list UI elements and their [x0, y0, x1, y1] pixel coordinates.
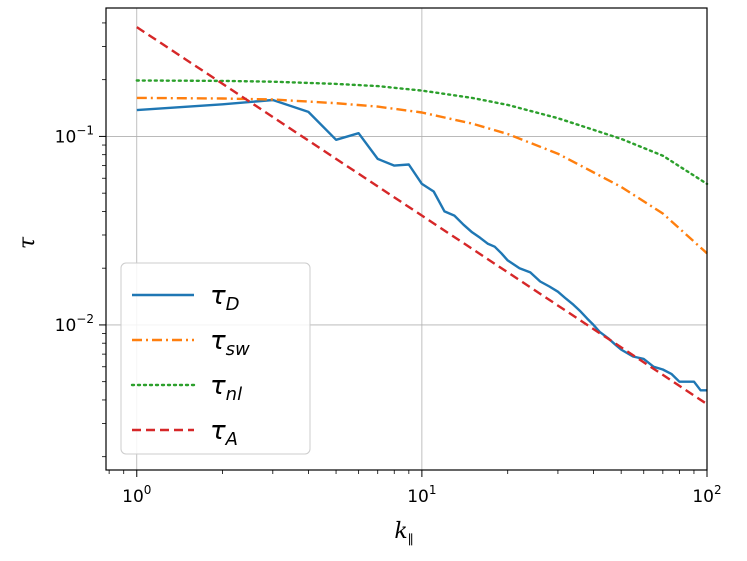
x-tick-label: 101	[407, 483, 436, 507]
legend-label-a: τA	[210, 416, 238, 450]
tick-labels: 100 101 102 10−1 10−2	[55, 123, 722, 507]
legend-box	[120, 262, 311, 455]
series-line-nl	[135, 79, 709, 186]
plot-frame	[105, 7, 708, 471]
series-line-d	[136, 98, 707, 392]
legend-label-d: τD	[210, 281, 240, 315]
legend: τD τsw τnl τA	[120, 262, 311, 455]
y-tick-label: 10−1	[55, 123, 94, 147]
legend-label-nl: τnl	[210, 371, 242, 405]
series-line-a	[136, 26, 708, 406]
x-tick-label: 102	[692, 483, 721, 507]
series-line-sw	[136, 96, 708, 255]
legend-label-sw: τsw	[210, 326, 250, 360]
series-layer	[135, 26, 709, 406]
y-tick-label: 10−2	[55, 312, 94, 336]
x-tick-label: 100	[122, 483, 151, 507]
ticks	[99, 22, 708, 477]
x-axis-label: k∥	[394, 519, 413, 548]
y-axis-label: τ	[15, 236, 40, 249]
